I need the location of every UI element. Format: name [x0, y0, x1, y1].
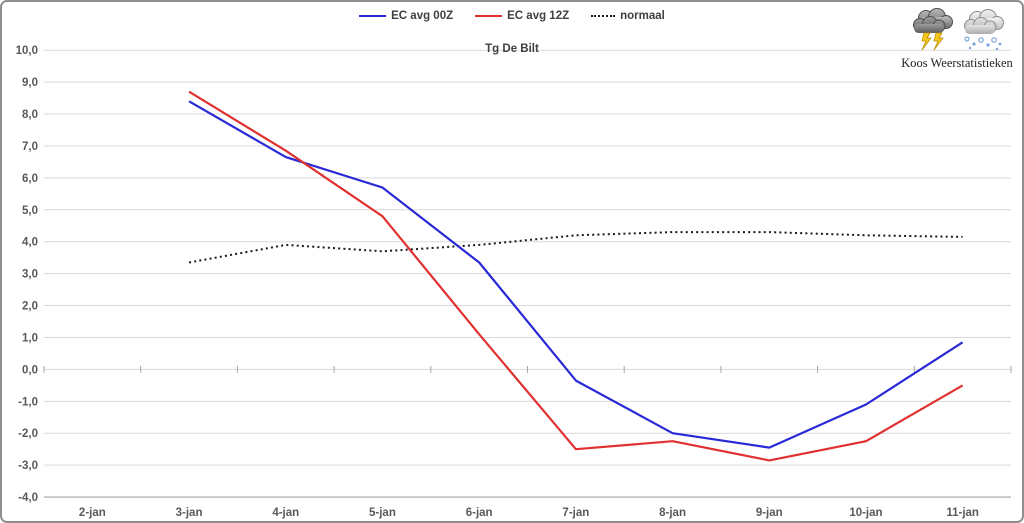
- snow-cloud-icon: [963, 9, 1004, 51]
- y-tick-label: 5,0: [22, 205, 38, 217]
- y-tick-label: 0,0: [22, 364, 38, 376]
- y-axis-labels: 10,0 9,0 8,0 7,0 6,0 5,0 4,0 3,0 2,0 1,0 0,0 -1,0 -2…: [16, 45, 38, 504]
- series-line-ec-avg-12z: [188, 90, 964, 462]
- storm-cloud-lightning-icon: [912, 8, 953, 51]
- legend-label: EC avg 12Z: [507, 10, 570, 22]
- legend-item-normaal: normaal: [591, 10, 665, 22]
- x-tick-label: 4-jan: [272, 507, 299, 519]
- y-tick-label: 2,0: [22, 301, 38, 313]
- blue-line-sample-icon: [359, 15, 387, 17]
- chart-title: Tg De Bilt: [485, 43, 539, 55]
- red-line-sample-icon: [475, 15, 503, 17]
- series-line-normaal: [188, 231, 963, 264]
- legend-item-ec-avg-12z: EC avg 12Z: [475, 10, 569, 22]
- legend-label: EC avg 00Z: [391, 10, 454, 22]
- x-tick-label: 11-jan: [946, 507, 979, 519]
- y-tick-label: 6,0: [22, 173, 38, 185]
- x-tick-label: 8-jan: [659, 507, 686, 519]
- dotted-line-sample-icon: [591, 15, 616, 17]
- x-tick-label: 7-jan: [562, 507, 589, 519]
- gridlines: [44, 49, 1011, 498]
- legend-label: normaal: [620, 10, 665, 22]
- x-tick-label: 6-jan: [466, 507, 493, 519]
- x-tick-label: 9-jan: [756, 507, 783, 519]
- y-tick-label: -2,0: [18, 428, 38, 440]
- series-line-ec-avg-00z: [188, 100, 964, 449]
- x-axis-labels: 2-jan 3-jan 4-jan 5-jan 6-jan 7-jan 8-jan 9-jan…: [79, 507, 979, 519]
- legend-item-ec-avg-00z: EC avg 00Z: [359, 10, 453, 22]
- y-tick-label: 1,0: [22, 332, 38, 344]
- brand-block: Koos Weerstatistieken: [900, 7, 1014, 71]
- y-tick-label: 4,0: [22, 237, 38, 249]
- weather-icons: [900, 7, 1014, 53]
- x-axis-ticks: [43, 365, 1012, 373]
- y-tick-label: -1,0: [18, 396, 38, 408]
- x-tick-label: 3-jan: [176, 507, 203, 519]
- y-tick-label: -4,0: [18, 492, 38, 504]
- legend: EC avg 00Z EC avg 12Z normaal: [2, 10, 1022, 22]
- y-tick-label: -3,0: [18, 460, 38, 472]
- y-tick-label: 9,0: [22, 77, 38, 89]
- y-tick-label: 10,0: [16, 45, 38, 57]
- attribution-text: Koos Weerstatistieken: [901, 56, 1013, 70]
- x-tick-label: 2-jan: [79, 507, 106, 519]
- y-tick-label: 3,0: [22, 269, 38, 281]
- x-tick-label: 5-jan: [369, 507, 396, 519]
- y-tick-label: 8,0: [22, 109, 38, 121]
- y-tick-label: 7,0: [22, 141, 38, 153]
- x-tick-label: 10-jan: [849, 507, 882, 519]
